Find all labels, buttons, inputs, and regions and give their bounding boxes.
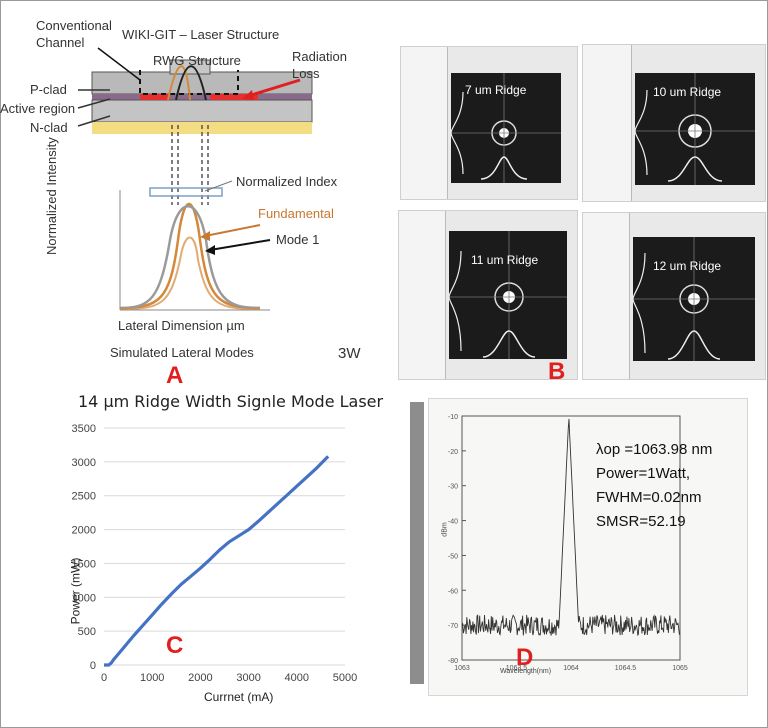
y-tick-label: -40 xyxy=(448,519,458,526)
spectrum-annotations: λop =1063.98 nm Power=1Watt, FWHM=0.02nm… xyxy=(596,438,712,534)
mode1-curve xyxy=(119,205,261,310)
radiation-arrow xyxy=(244,78,301,99)
power-curve-series xyxy=(104,455,330,667)
x-tick-label: 3000 xyxy=(236,672,260,684)
panel-c-letter: C xyxy=(166,632,184,659)
x-tick-label: 4000 xyxy=(285,672,309,684)
y-tick-label: 1000 xyxy=(72,592,96,604)
panel-a-letter: A xyxy=(166,362,184,389)
chart-d-ylabel: dBm xyxy=(441,522,449,537)
y-tick-label: -80 xyxy=(448,658,458,665)
x-tick-label: 1064 xyxy=(563,665,579,672)
ridge-photo-12um: 12 um Ridge xyxy=(582,212,766,380)
fundamental-label: Fundamental xyxy=(258,206,334,221)
n-clad-layer xyxy=(91,99,313,123)
ridge-photo-7um: 7 um Ridge xyxy=(400,46,578,200)
y-tick-label: 2000 xyxy=(72,525,96,537)
y-tick-label: 1500 xyxy=(72,558,96,570)
chart-d-xlabel: Wavelength(nm) xyxy=(500,668,552,675)
chart-c-ylabel: Power (mW) xyxy=(68,557,83,625)
x-tick-label: 0 xyxy=(101,672,107,684)
y-tick-label: -70 xyxy=(448,623,458,630)
y-tick-label: -50 xyxy=(448,553,458,560)
panel-a-title: WIKI-GIT – Laser Structure xyxy=(122,27,280,42)
x-tick-label: 5000 xyxy=(333,672,357,684)
index-profile xyxy=(149,187,223,197)
y-tick-label: 500 xyxy=(78,626,96,638)
y-tick-label: -60 xyxy=(448,588,458,595)
lambda-op-text: λop =1063.98 nm xyxy=(596,441,713,458)
y-tick-label: 0 xyxy=(90,660,96,672)
panel-d-spectrum: -10 -20 -30 -40 -50 -60 -70 -80 1063 1063.5 1064 10… xyxy=(410,398,750,696)
active-region-label: Active region xyxy=(0,101,76,116)
ridge-photo-11um: 11 um Ridge xyxy=(398,210,578,380)
panel-b-ridge-photos: 7 um Ridge 10 um Ridge 11 um Ridge xyxy=(396,40,768,390)
fwhm-text: FWHM=0.02nm xyxy=(596,489,702,506)
chart-c-xlabel: Currnet (mA) xyxy=(204,690,274,704)
ridge-label-7um: 7 um Ridge xyxy=(465,83,527,97)
panel-d-letter: D xyxy=(516,644,534,671)
y-tick-label: 3000 xyxy=(72,457,96,469)
x-tick-label: 2000 xyxy=(188,672,212,684)
active-region-layer xyxy=(92,94,312,100)
smsr-text: SMSR=52.19 xyxy=(596,513,686,530)
rwg-structure-label: RWG Structure xyxy=(153,53,241,68)
channel-label: Channel xyxy=(36,35,85,50)
loss-label: Loss xyxy=(292,66,320,81)
y-tick-label: 2500 xyxy=(72,491,96,503)
laser-structure-diagram xyxy=(77,47,313,311)
photo-edge xyxy=(410,402,424,684)
radiation-left xyxy=(140,94,170,100)
chart-c-svg: 0 500 1000 1500 2000 2500 3000 3500 0 1000 2000 300… xyxy=(72,423,358,684)
simulated-modes-label: Simulated Lateral Modes xyxy=(110,345,254,360)
normalized-index-label: Normalized Index xyxy=(236,174,338,189)
normalized-intensity-label: Normalized Intensity xyxy=(44,137,59,255)
x-tick-label: 1064.5 xyxy=(615,665,637,672)
ridge-label-11um: 11 um Ridge xyxy=(471,253,539,267)
panel-b-letter: B xyxy=(548,358,566,385)
x-tick-label: 1065 xyxy=(672,665,688,672)
ridge-photo-10um: 10 um Ridge xyxy=(582,44,766,202)
lateral-dimension-label: Lateral Dimension µm xyxy=(118,318,245,333)
spectrum-plot-frame xyxy=(461,415,681,661)
chart-c-title: 14 µm Ridge Width Signle Mode Laser xyxy=(78,392,384,411)
power-text: Power=1Watt, xyxy=(596,465,691,482)
y-tick-label: -20 xyxy=(448,449,458,456)
mode1-label: Mode 1 xyxy=(276,232,320,247)
x-tick-label: 1063.5 xyxy=(506,665,528,672)
y-tick-label: -10 xyxy=(448,414,458,421)
fundamental-mode-curve xyxy=(119,203,261,310)
panel-a-laser-structure: Conventional Channel WIKI-GIT – Laser St… xyxy=(0,0,390,390)
spectrum-trace xyxy=(461,418,681,637)
radiation-right xyxy=(210,94,258,100)
power-tag: 3W xyxy=(338,345,361,362)
conventional-label: Conventional xyxy=(36,18,112,33)
p-clad-label: P-clad xyxy=(30,82,67,97)
panel-c-power-current-chart: 14 µm Ridge Width Signle Mode Laser 0 500… xyxy=(30,388,384,718)
n-clad-label: N-clad xyxy=(30,120,68,135)
ridge-label-10um: 10 um Ridge xyxy=(653,85,722,99)
y-tick-label: -30 xyxy=(448,484,458,491)
x-tick-label: 1063 xyxy=(454,665,470,672)
x-tick-label: 1000 xyxy=(140,672,164,684)
y-tick-label: 3500 xyxy=(72,423,96,435)
radiation-label: Radiation xyxy=(292,49,347,64)
ridge-label-12um: 12 um Ridge xyxy=(653,259,722,273)
